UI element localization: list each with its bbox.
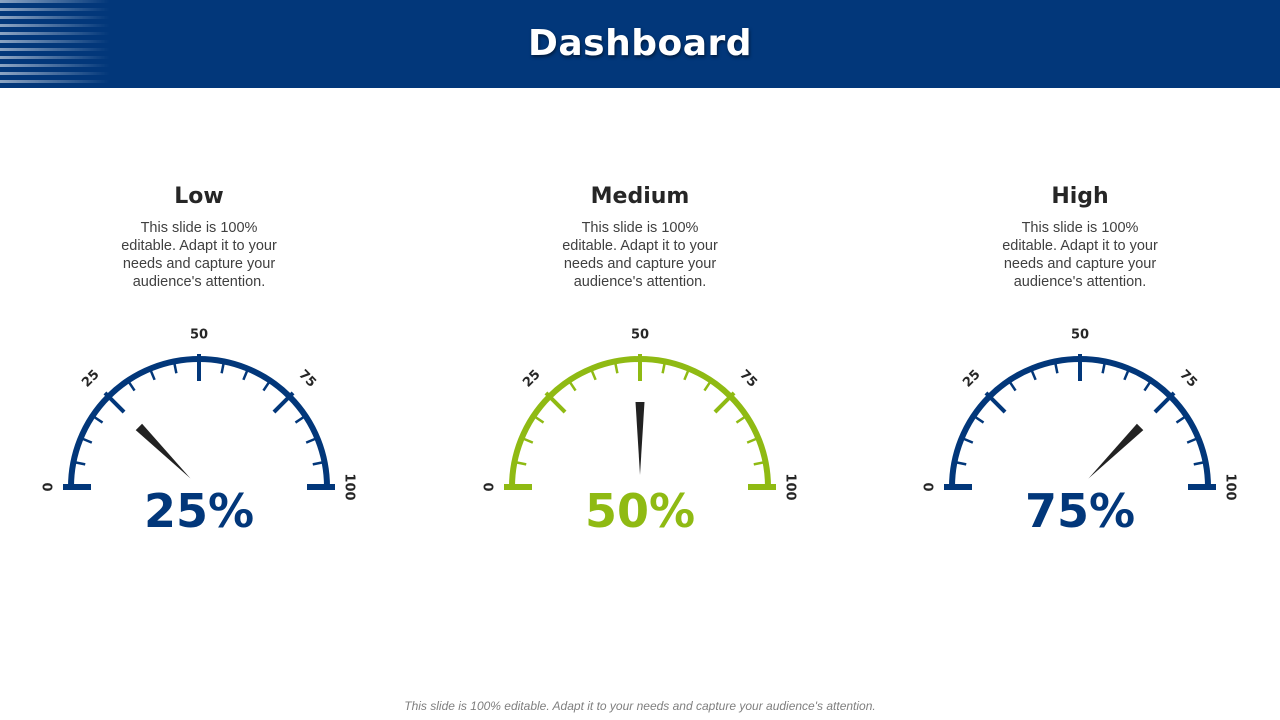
footer-note: This slide is 100% editable. Adapt it to… <box>404 699 876 713</box>
gauge-minor-tick <box>91 414 104 424</box>
gauge-medium: 0 25 50 75 100 50% <box>483 328 798 539</box>
gauge-minor-tick <box>1007 379 1017 392</box>
gauge-low: 0 25 50 75 100 25% <box>42 328 357 539</box>
gauge-heading: Medium <box>590 184 690 209</box>
gauge-minor-tick <box>242 368 250 381</box>
gauge-minor-tick <box>73 460 86 466</box>
gauge-minor-tick <box>1175 414 1188 424</box>
gauge-minor-tick <box>532 414 545 424</box>
gauge-major-tick <box>1153 391 1176 414</box>
gauge-minor-tick <box>683 368 691 381</box>
gauge-minor-tick <box>589 368 597 381</box>
gauge-scale-label: 25 <box>960 367 983 390</box>
gauge-panel-high: High This slide is 100% editable. Adapt … <box>930 180 1230 291</box>
gauge-scale-label: 50 <box>631 328 649 343</box>
gauge-minor-tick <box>735 414 748 424</box>
gauge-minor-tick <box>1186 436 1199 444</box>
gauge-major-tick <box>103 391 126 414</box>
gauge-major-tick <box>272 391 295 414</box>
gauge-scale-label: 0 <box>42 482 57 491</box>
gauge-minor-tick <box>305 436 318 444</box>
gauge-minor-tick <box>1029 368 1037 381</box>
gauge-description: This slide is 100% editable. Adapt it to… <box>562 220 718 290</box>
gauge-minor-tick <box>567 379 577 392</box>
gauge-minor-tick <box>80 436 93 444</box>
gauge-scale-label: 75 <box>295 367 318 390</box>
gauge-minor-tick <box>961 436 974 444</box>
gauge-needle <box>635 402 645 475</box>
gauge-minor-tick <box>1143 379 1153 392</box>
gauge-minor-tick <box>1193 460 1206 466</box>
gauge-minor-tick <box>746 436 759 444</box>
gauge-scale-label: 100 <box>1223 473 1238 500</box>
gauge-scale-label: 100 <box>783 473 798 500</box>
header-bar: Dashboard <box>0 0 1280 88</box>
gauge-high: 0 25 50 75 100 75% <box>923 328 1238 539</box>
gauge-scale-label: 75 <box>1176 367 1199 390</box>
gauge-scale-label: 25 <box>79 367 102 390</box>
gauge-minor-tick <box>514 460 527 466</box>
gauge-minor-tick <box>753 460 766 466</box>
gauge-minor-tick <box>954 460 967 466</box>
gauge-minor-tick <box>312 460 325 466</box>
gauge-minor-tick <box>148 368 156 381</box>
gauge-heading: Low <box>174 184 224 209</box>
gauge-minor-tick <box>521 436 534 444</box>
gauge-minor-tick <box>220 361 226 374</box>
gauge-value-label: 50% <box>585 484 695 538</box>
gauge-scale-label: 50 <box>1071 328 1089 343</box>
gauge-scale-label: 100 <box>342 473 357 500</box>
gauge-major-tick <box>544 391 567 414</box>
gauge-value-label: 25% <box>144 484 254 538</box>
gauge-minor-tick <box>972 414 985 424</box>
gauge-description: This slide is 100% editable. Adapt it to… <box>1002 220 1158 290</box>
gauge-minor-tick <box>126 379 136 392</box>
gauge-description: This slide is 100% editable. Adapt it to… <box>121 220 277 290</box>
gauge-minor-tick <box>1101 361 1107 374</box>
gauge-scale-label: 0 <box>923 482 938 491</box>
gauge-panel-medium: Medium This slide is 100% editable. Adap… <box>490 180 790 291</box>
gauge-scale-label: 75 <box>736 367 759 390</box>
gauge-minor-tick <box>172 361 178 374</box>
gauge-minor-tick <box>262 379 272 392</box>
gauge-major-tick <box>984 391 1007 414</box>
gauge-minor-tick <box>613 361 619 374</box>
gauge-minor-tick <box>1123 368 1131 381</box>
gauge-panel-low: Low This slide is 100% editable. Adapt i… <box>49 180 349 291</box>
gauge-scale-label: 25 <box>520 367 543 390</box>
gauge-minor-tick <box>661 361 667 374</box>
header-stripes-decoration <box>0 0 110 88</box>
gauge-minor-tick <box>294 414 307 424</box>
gauge-major-tick <box>713 391 736 414</box>
gauge-needle <box>135 423 191 479</box>
page-title: Dashboard <box>527 23 753 64</box>
gauge-value-label: 75% <box>1025 484 1135 538</box>
gauge-scale-label: 0 <box>483 482 498 491</box>
gauge-minor-tick <box>703 379 713 392</box>
gauge-needle <box>1088 423 1144 479</box>
gauge-minor-tick <box>1053 361 1059 374</box>
gauge-scale-label: 50 <box>190 328 208 343</box>
gauge-heading: High <box>1051 184 1109 209</box>
